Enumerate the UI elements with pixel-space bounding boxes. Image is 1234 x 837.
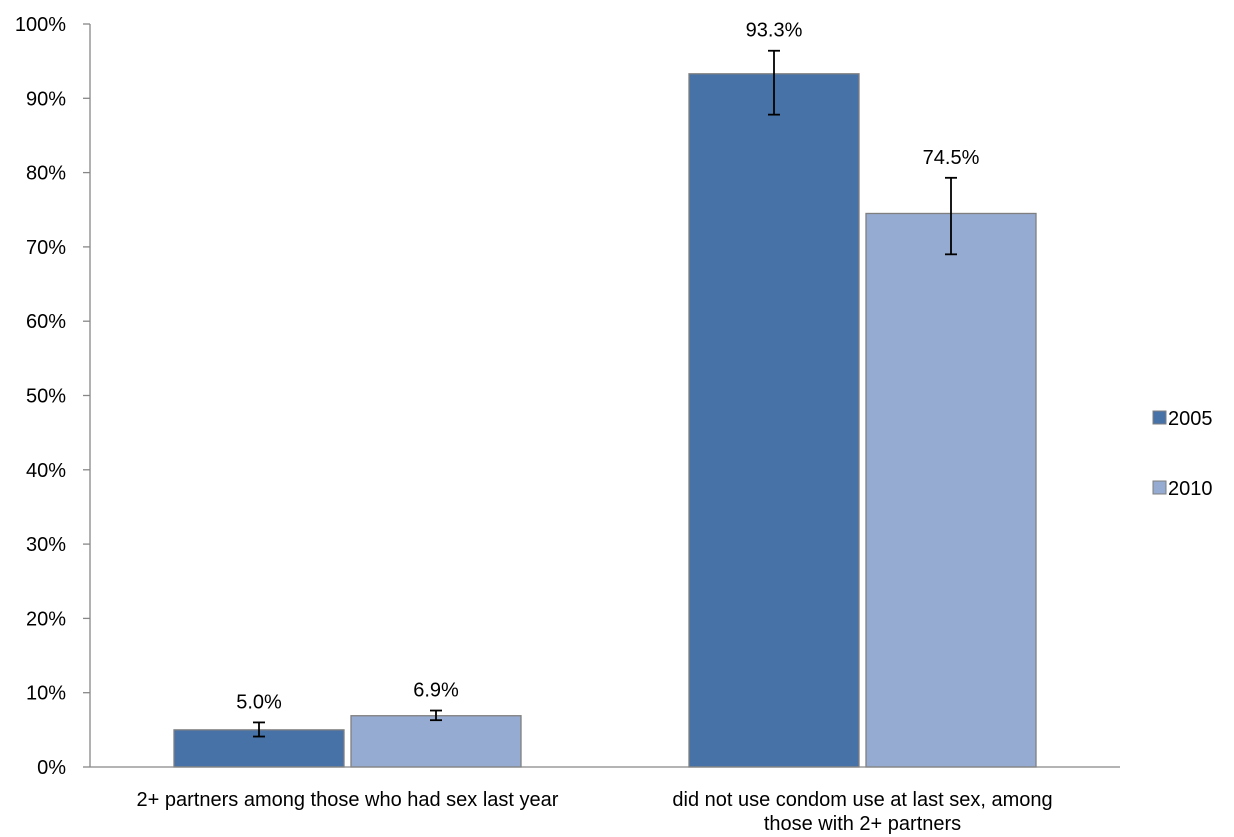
- bar-2010-cat1: [350, 715, 522, 768]
- bar-2010-cat2: [865, 212, 1037, 768]
- y-tick-label: 10%: [26, 683, 66, 705]
- y-tick-label: 0%: [37, 757, 66, 779]
- y-tick-label: 20%: [26, 608, 66, 630]
- x-category-label: did not use condom use at last sex, amon…: [672, 789, 1052, 811]
- legend-label-2010: 2010: [1168, 478, 1213, 500]
- x-axis: 2+ partners among those who had sex last…: [90, 766, 1120, 835]
- data-label-2010-cat2: 74.5%: [923, 147, 980, 169]
- y-tick-label: 90%: [26, 88, 66, 110]
- data-label-2005-cat1: 5.0%: [236, 691, 282, 713]
- y-tick-label: 50%: [26, 386, 66, 408]
- data-labels: 5.0% 6.9% 93.3% 74.5%: [236, 20, 979, 714]
- legend-label-2005: 2005: [1168, 408, 1213, 430]
- y-tick-label: 80%: [26, 163, 66, 185]
- y-axis: 0% 10% 20% 30% 40% 50% 60% 70% 80% 90% 100%: [15, 14, 91, 779]
- bars: [173, 73, 1037, 768]
- y-tick-label: 40%: [26, 460, 66, 482]
- legend: 2005 2010: [1152, 408, 1213, 500]
- x-category-label: those with 2+ partners: [764, 813, 961, 835]
- legend-swatch-2010: [1152, 480, 1167, 495]
- data-label-2010-cat1: 6.9%: [413, 680, 459, 702]
- y-tick-label: 60%: [26, 311, 66, 333]
- x-category-label: 2+ partners among those who had sex last…: [137, 789, 559, 811]
- y-tick-label: 70%: [26, 237, 66, 259]
- error-bars: [253, 49, 957, 738]
- legend-swatch-2005: [1152, 410, 1167, 425]
- data-label-2005-cat2: 93.3%: [746, 20, 803, 42]
- y-tick-label: 30%: [26, 534, 66, 556]
- y-tick-label: 100%: [15, 14, 66, 36]
- bar-2005-cat2: [688, 73, 860, 768]
